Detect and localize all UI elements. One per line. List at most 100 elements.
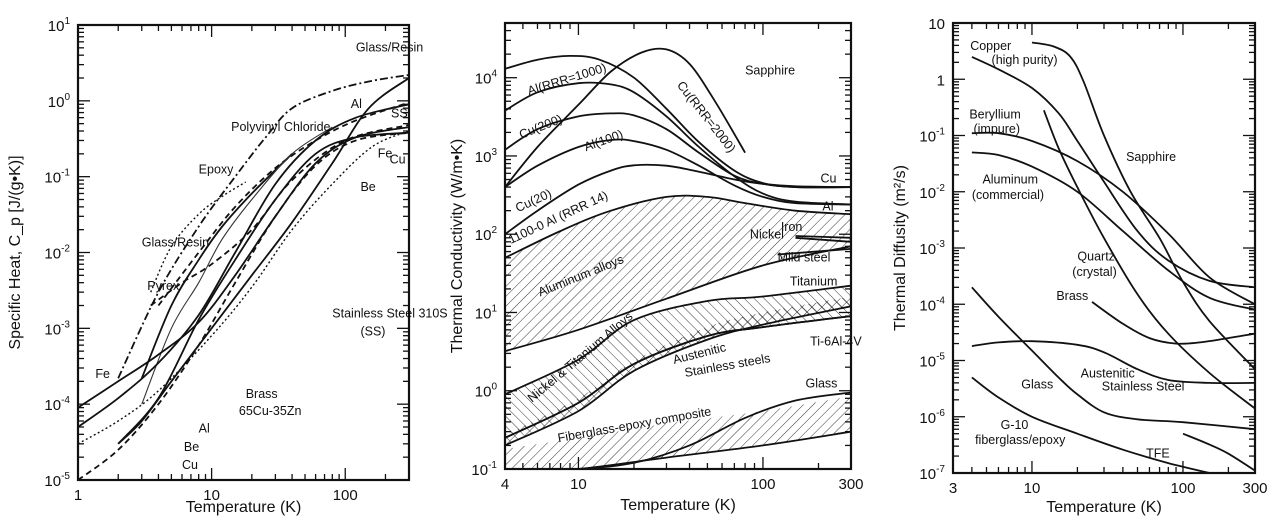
series-austenitic-stainless-steel	[971, 340, 1255, 385]
y-axis: 10-5 10-4 10-3 10-2 10-1 100 101	[44, 16, 409, 490]
x-tick-label: 100	[333, 487, 358, 504]
annotation-ss: SS	[391, 107, 408, 121]
plot-area	[78, 74, 409, 480]
annotation-cu: Cu	[182, 458, 198, 472]
annotation-aluminum: Aluminum	[982, 173, 1038, 187]
annotations: Copper(high purity) Beryllium(impure) Alum…	[969, 39, 1184, 460]
annotation-glass: Glass	[1021, 377, 1053, 391]
annotation-glass-resin: Glass/Resin	[356, 40, 423, 54]
band-edge-austenitic-stainless-steels	[505, 305, 851, 447]
plot-frame	[951, 21, 1257, 475]
series-fe	[78, 126, 409, 409]
series-brass	[1091, 301, 1255, 345]
annotation-polyvinyl-chloride: Polyvinyl Chloride	[231, 120, 330, 134]
x-tick-label: 300	[1242, 480, 1267, 497]
band-edge-fiberglass-epoxy-composite	[567, 430, 851, 469]
annotation-be: Be	[360, 180, 375, 194]
series-beryllium-impure	[971, 131, 1255, 306]
annotation-cu-rrr-2000: Cu(RRR=2000)	[674, 79, 738, 156]
series-ti-6al-4v	[505, 315, 851, 439]
annotation-austenitic: Austenitic	[1081, 366, 1135, 380]
annotation-titanium: Titanium	[790, 275, 837, 289]
y-tick-label: 10-2	[44, 244, 70, 263]
annotation-commercial: (commercial)	[972, 188, 1044, 202]
annotation-al: Al	[199, 422, 210, 436]
series-sapphire	[505, 47, 746, 188]
y-tick-label: 10-6	[919, 408, 945, 427]
annotation-g-10: G-10	[1001, 418, 1029, 432]
annotation-be: Be	[184, 440, 199, 454]
series-glass-resin-upper	[117, 74, 409, 379]
series-mild-steel	[777, 248, 851, 256]
y-tick-label: 100	[48, 92, 71, 111]
y-tick-label: 10-4	[919, 295, 945, 314]
series-stainless-steel-310s-ss	[150, 124, 409, 307]
series-epoxy	[150, 181, 247, 293]
y-axis: 10-7 10-6 10-5 10-4 10-3 10-2 10-1 1 10	[919, 16, 1255, 483]
annotation-iron: Iron	[781, 220, 803, 234]
x-tick-label: 3	[949, 480, 957, 497]
annotation-ss: (SS)	[360, 325, 385, 339]
annotation-ti-6al-4v: Ti-6Al-4V	[810, 334, 862, 348]
annotation-crystal: (crystal)	[1072, 265, 1116, 279]
series-cu	[78, 131, 409, 480]
y-axis-label: Specific Heat, C_p [J/(g•K)]	[7, 155, 24, 349]
y-tick-label: 103	[475, 147, 498, 166]
annotation-al-rrr-1000: Al(RRR=1000)	[526, 61, 608, 98]
annotation-tfe: TFE	[1146, 446, 1170, 460]
x-axis: 4 10 100 300	[501, 23, 864, 493]
annotation-cu-200: Cu(200)	[517, 112, 564, 142]
series-glass	[564, 391, 851, 469]
annotation-fe: Fe	[378, 146, 393, 160]
band-aluminum-alloys	[505, 195, 851, 352]
annotation-cu-20: Cu(20)	[513, 186, 554, 215]
series-quartz-crystal	[1043, 109, 1255, 410]
plot-area	[971, 41, 1255, 473]
annotation-al: Al	[822, 200, 833, 214]
y-tick-label: 10-4	[44, 395, 70, 414]
annotation-al: Al	[351, 97, 362, 111]
y-tick-label: 10-2	[919, 183, 945, 202]
series-polyvinyl-chloride	[157, 101, 409, 307]
annotation-cu: Cu	[390, 152, 406, 166]
series-brass-65cu-35zn	[117, 131, 409, 445]
panel-thermal-conductivity: 4 10 100 300 10-1 100 101 102 103 104 Temperature …	[449, 21, 864, 514]
y-tick-label: 101	[475, 303, 498, 322]
annotation-al-100: Al(100)	[582, 127, 625, 154]
panel-specific-heat: 1 10 100 10-5 10-4 10-3 10-2 10-1 100 101 Temperat…	[7, 16, 448, 516]
annotation-brass: Brass	[1056, 289, 1088, 303]
y-tick-label: 10-1	[471, 460, 497, 479]
y-axis: 10-1 100 101 102 103 104	[471, 22, 851, 479]
annotation-copper: Copper	[970, 39, 1011, 53]
series-1100-0-al-rrr-14	[505, 194, 851, 259]
y-tick-label: 10	[928, 16, 945, 33]
annotation-beryllium: Beryllium	[969, 108, 1020, 122]
series-cu-20	[505, 163, 851, 235]
annotation-impure: (impure)	[973, 122, 1020, 136]
x-axis-label: Temperature (K)	[1046, 499, 1162, 516]
band-fiberglass-epoxy-composite	[505, 396, 851, 469]
series-cu-low-t-dotted	[78, 130, 409, 445]
series-pyrex	[141, 126, 333, 405]
y-tick-label: 101	[48, 16, 71, 35]
y-axis-label: Thermal Diffusity (m²/s)	[892, 165, 909, 331]
x-axis: 3 10 100 300	[949, 23, 1268, 497]
plot-area	[505, 47, 851, 469]
annotation-nickel: Nickel	[750, 228, 784, 242]
annotation-epoxy: Epoxy	[199, 163, 234, 177]
annotation-brass: Brass	[246, 387, 278, 401]
x-tick-label: 10	[1024, 480, 1041, 497]
annotation-glass: Glass	[805, 377, 837, 391]
annotation-fiberglass-epoxy: fiberglass/epoxy	[975, 433, 1066, 447]
band-edge-aluminum-alloys	[505, 245, 851, 353]
annotation-sapphire: Sapphire	[1126, 150, 1176, 164]
series-al	[78, 103, 409, 428]
x-tick-label: 1	[74, 487, 82, 504]
x-axis-label: Temperature (K)	[620, 497, 736, 514]
series-aluminum-commercial	[971, 151, 1255, 311]
annotation-fe: Fe	[95, 367, 110, 381]
y-tick-label: 104	[475, 69, 498, 88]
series-glass	[971, 286, 1255, 431]
